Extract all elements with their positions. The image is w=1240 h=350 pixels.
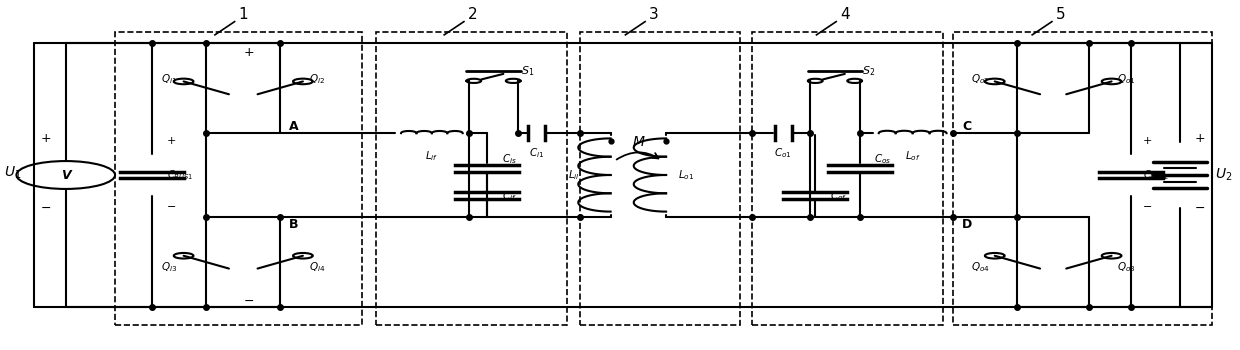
Text: D: D	[962, 218, 972, 231]
Text: +: +	[243, 47, 254, 60]
Text: −: −	[41, 202, 51, 215]
Text: $C_{os}$: $C_{os}$	[874, 152, 892, 166]
Text: $U_2$: $U_2$	[1215, 167, 1233, 183]
Text: A: A	[289, 120, 299, 133]
Text: $Q_{o1}$: $Q_{o1}$	[1116, 72, 1135, 86]
Text: +: +	[41, 132, 51, 145]
Text: +: +	[167, 136, 176, 146]
Text: $C_{o1}$: $C_{o1}$	[774, 146, 792, 160]
Text: −: −	[243, 295, 254, 308]
Text: $U_1$: $U_1$	[4, 165, 21, 181]
Text: $L_{if}$: $L_{if}$	[425, 149, 439, 163]
Text: $L_{o1}$: $L_{o1}$	[678, 168, 694, 182]
Text: 3: 3	[649, 7, 658, 22]
Text: $Q_{i4}$: $Q_{i4}$	[309, 260, 325, 274]
Text: $Q_{i2}$: $Q_{i2}$	[309, 72, 325, 86]
Text: $C_{is}$: $C_{is}$	[502, 152, 517, 166]
Text: $Q_{i3}$: $Q_{i3}$	[161, 260, 177, 274]
Text: 4: 4	[839, 7, 849, 22]
Text: −: −	[167, 202, 176, 212]
Text: −: −	[1194, 202, 1205, 215]
Text: $M$: $M$	[631, 135, 645, 149]
Text: $Q_{o4}$: $Q_{o4}$	[971, 260, 990, 274]
Text: $S_1$: $S_1$	[521, 65, 534, 78]
Text: −: −	[1143, 202, 1152, 212]
Text: +: +	[1194, 132, 1205, 145]
Text: $C_{i1}$: $C_{i1}$	[529, 146, 544, 160]
Text: V: V	[61, 168, 71, 182]
Text: $L_{of}$: $L_{of}$	[905, 149, 920, 163]
Text: B: B	[289, 218, 299, 231]
Bar	[377, 32, 568, 325]
Text: $S_2$: $S_2$	[862, 65, 875, 78]
Text: 5: 5	[1055, 7, 1065, 22]
Text: $C_{BUS2}$: $C_{BUS2}$	[1143, 168, 1169, 182]
Text: $C_{BUS1}$: $C_{BUS1}$	[167, 168, 193, 182]
Bar	[115, 32, 362, 325]
Text: $C_{if}$: $C_{if}$	[502, 189, 517, 203]
Text: C: C	[962, 120, 971, 133]
Text: $Q_{i1}$: $Q_{i1}$	[161, 72, 177, 86]
Bar	[753, 32, 944, 325]
Text: 1: 1	[238, 7, 248, 22]
Bar	[954, 32, 1213, 325]
Text: $L_{il}$: $L_{il}$	[568, 168, 580, 182]
Text: $Q_{o2}$: $Q_{o2}$	[971, 72, 990, 86]
Text: $C_{of}$: $C_{of}$	[830, 189, 847, 203]
Bar	[580, 32, 740, 325]
Text: 2: 2	[467, 7, 477, 22]
Text: $Q_{o3}$: $Q_{o3}$	[1116, 260, 1136, 274]
Text: +: +	[1143, 136, 1152, 146]
